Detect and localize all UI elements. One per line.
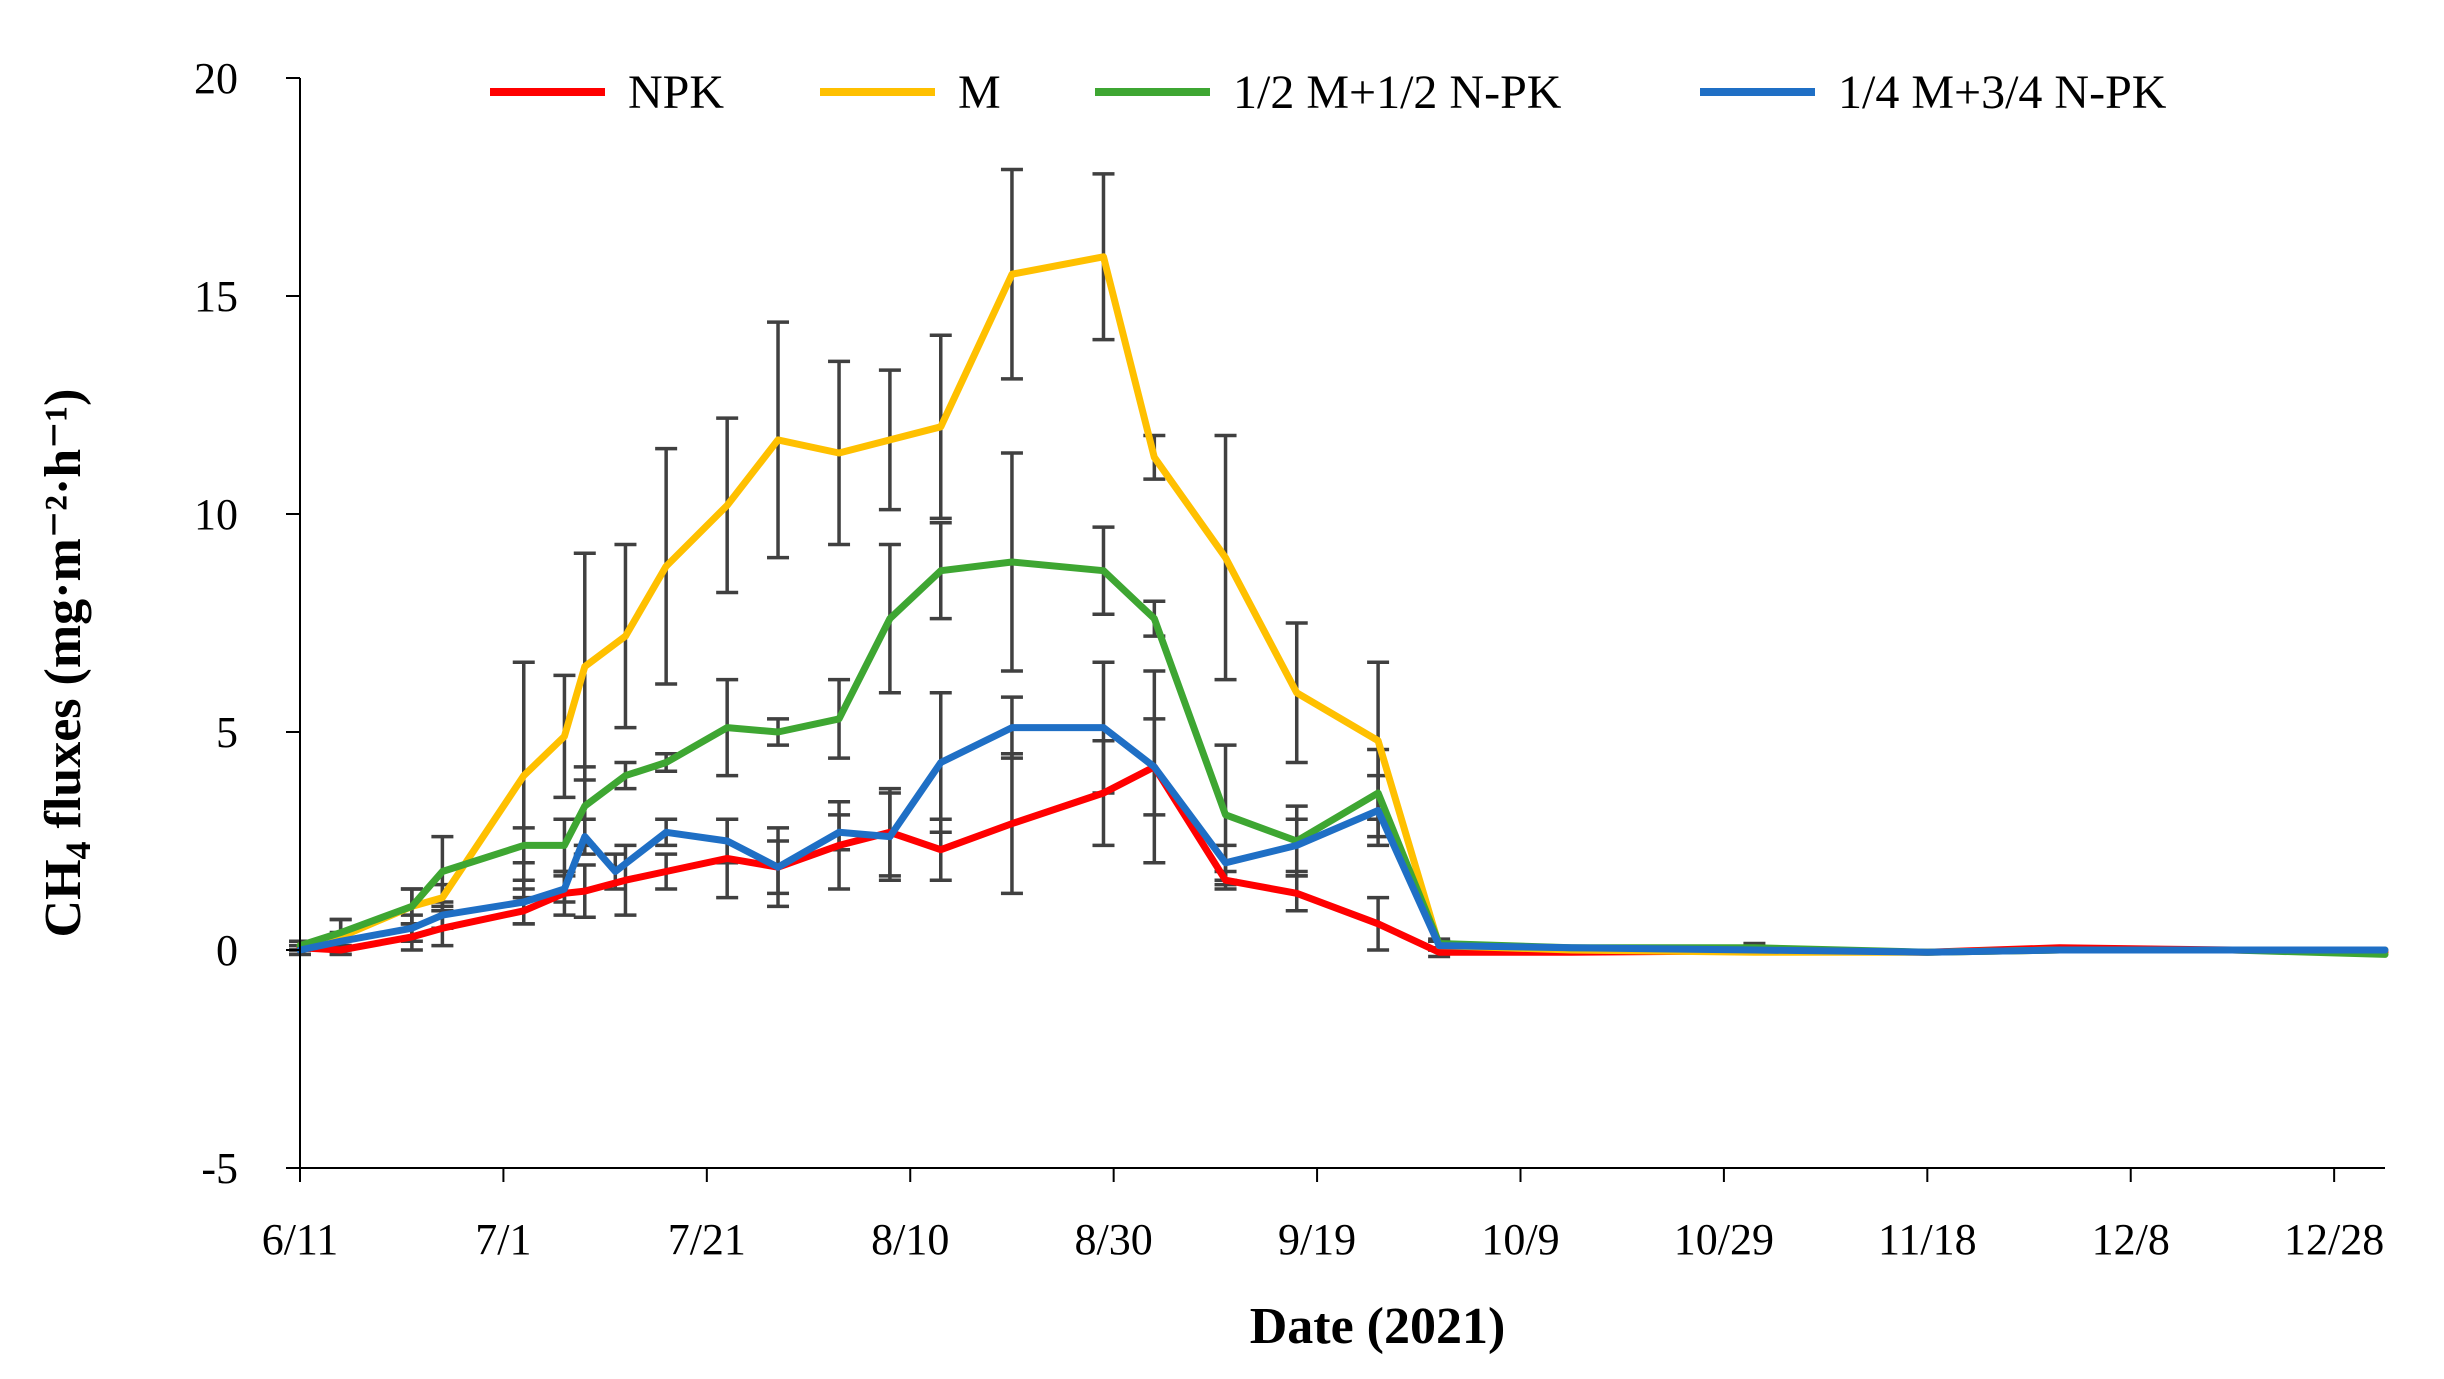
x-tick-label: 6/11: [262, 1215, 339, 1264]
series-line: [296, 253, 2389, 956]
y-tick-label: -5: [201, 1144, 238, 1193]
y-tick-label: 20: [194, 54, 238, 103]
x-tick-label: 8/10: [871, 1215, 949, 1264]
legend: NPK M 1/2 M+1/2 N-PK 1/4 M+3/4 N-PK: [490, 66, 2167, 119]
y-axis-title-rest: fluxes (mg·m⁻²·h⁻¹): [35, 389, 92, 842]
y-axis-title: CH4 fluxes (mg·m⁻²·h⁻¹): [35, 389, 98, 938]
legend-label: 1/2 M+1/2 N-PK: [1233, 66, 1562, 119]
x-tick-label: 7/1: [475, 1215, 531, 1264]
y-ticks: -5 0 5 10 15 20: [194, 54, 300, 1193]
y-tick-label: 10: [194, 490, 238, 539]
series-line: [296, 558, 2389, 958]
y-tick-label: 15: [194, 272, 238, 321]
series-line: [296, 763, 2389, 956]
x-axis-title: Date (2021): [1250, 1298, 1506, 1355]
y-tick-label: 0: [216, 926, 238, 975]
y-tick-label: 5: [216, 708, 238, 757]
legend-label: M: [958, 66, 1001, 119]
x-tick-label: 11/18: [1878, 1215, 1977, 1264]
series-lines: [296, 253, 2389, 958]
legend-label: NPK: [628, 66, 724, 119]
x-ticks: 6/11 7/1 7/21 8/10 8/30 9/19 10/9 10/29 11/18 12/…: [262, 1168, 2384, 1264]
x-tick-label: 10/29: [1674, 1215, 1774, 1264]
y-axis-title-base: CH: [35, 859, 92, 937]
x-tick-label: 12/8: [2092, 1215, 2170, 1264]
legend-label: 1/4 M+3/4 N-PK: [1838, 66, 2167, 119]
x-tick-label: 12/28: [2284, 1215, 2384, 1264]
x-tick-label: 7/21: [668, 1215, 746, 1264]
y-axis-title-subscript: 4: [58, 841, 98, 859]
axes: -5 0 5 10 15 20 6/11 7/1 7/21 8/10 8/30 9/19 10/9 10…: [194, 54, 2385, 1264]
x-tick-label: 8/30: [1075, 1215, 1153, 1264]
series-line: [296, 724, 2389, 956]
x-tick-label: 10/9: [1481, 1215, 1559, 1264]
x-tick-label: 9/19: [1278, 1215, 1356, 1264]
